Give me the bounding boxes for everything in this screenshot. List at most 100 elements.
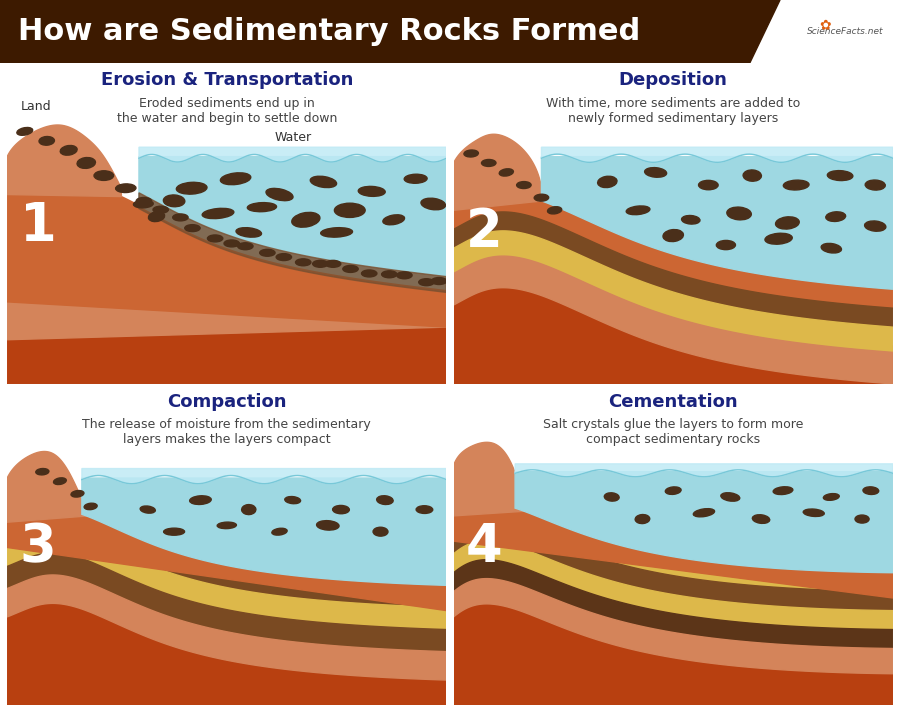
Ellipse shape — [382, 215, 404, 225]
Text: Salt crystals glue the layers to form more
compact sedimentary rocks: Salt crystals glue the layers to form mo… — [543, 418, 804, 446]
Polygon shape — [139, 193, 446, 292]
Ellipse shape — [721, 493, 740, 501]
Ellipse shape — [236, 228, 262, 237]
Ellipse shape — [207, 235, 223, 242]
Ellipse shape — [517, 181, 531, 188]
Text: 1: 1 — [20, 200, 57, 252]
Ellipse shape — [665, 487, 681, 494]
Ellipse shape — [743, 170, 761, 181]
Ellipse shape — [382, 271, 397, 278]
Polygon shape — [454, 522, 893, 611]
Ellipse shape — [326, 260, 341, 267]
Ellipse shape — [865, 221, 886, 231]
Ellipse shape — [698, 181, 718, 190]
Ellipse shape — [153, 206, 168, 213]
Text: Eroded sediments end up in
the water and begin to settle down: Eroded sediments end up in the water and… — [117, 97, 337, 124]
Polygon shape — [454, 579, 893, 674]
Ellipse shape — [358, 186, 385, 196]
Ellipse shape — [272, 528, 287, 535]
Polygon shape — [82, 478, 446, 585]
Ellipse shape — [136, 198, 151, 205]
Ellipse shape — [644, 168, 667, 177]
Ellipse shape — [94, 171, 113, 181]
Text: Compaction: Compaction — [167, 392, 286, 411]
Text: Cementation: Cementation — [608, 392, 738, 411]
Polygon shape — [7, 668, 446, 705]
Ellipse shape — [377, 496, 393, 505]
Ellipse shape — [115, 184, 136, 193]
Ellipse shape — [71, 491, 84, 497]
Ellipse shape — [140, 506, 156, 513]
Polygon shape — [4, 125, 122, 196]
Ellipse shape — [464, 150, 479, 157]
Polygon shape — [454, 256, 893, 384]
Polygon shape — [7, 178, 446, 327]
Ellipse shape — [863, 487, 878, 494]
Ellipse shape — [773, 487, 793, 495]
Ellipse shape — [148, 212, 165, 222]
Ellipse shape — [500, 169, 513, 176]
Ellipse shape — [320, 228, 353, 237]
Polygon shape — [454, 604, 893, 705]
Polygon shape — [542, 147, 893, 162]
Ellipse shape — [374, 528, 388, 536]
Ellipse shape — [173, 214, 188, 221]
Ellipse shape — [224, 240, 239, 247]
Ellipse shape — [827, 171, 853, 181]
Polygon shape — [7, 283, 446, 340]
Ellipse shape — [343, 265, 358, 272]
Ellipse shape — [824, 493, 839, 501]
Ellipse shape — [312, 260, 328, 267]
Polygon shape — [7, 575, 446, 680]
Ellipse shape — [418, 279, 434, 286]
Ellipse shape — [693, 508, 715, 517]
Ellipse shape — [133, 200, 153, 208]
Ellipse shape — [431, 277, 446, 284]
Ellipse shape — [598, 176, 617, 188]
Ellipse shape — [276, 254, 292, 260]
Ellipse shape — [190, 496, 212, 505]
Polygon shape — [454, 503, 893, 598]
Ellipse shape — [260, 250, 275, 256]
Polygon shape — [0, 0, 780, 63]
Polygon shape — [7, 508, 446, 611]
Polygon shape — [454, 503, 893, 592]
Ellipse shape — [416, 506, 433, 513]
Ellipse shape — [681, 215, 700, 224]
Polygon shape — [515, 464, 893, 477]
Ellipse shape — [217, 522, 237, 529]
Ellipse shape — [604, 493, 619, 501]
Ellipse shape — [716, 240, 735, 250]
Ellipse shape — [635, 515, 650, 523]
Ellipse shape — [164, 195, 184, 207]
Polygon shape — [139, 156, 446, 289]
Ellipse shape — [220, 173, 251, 185]
Ellipse shape — [310, 176, 337, 188]
Ellipse shape — [865, 180, 886, 190]
Polygon shape — [139, 147, 446, 162]
Polygon shape — [7, 604, 446, 705]
Polygon shape — [7, 553, 446, 652]
Polygon shape — [454, 560, 893, 648]
Ellipse shape — [77, 158, 95, 169]
Ellipse shape — [333, 506, 349, 514]
Ellipse shape — [284, 496, 301, 503]
Ellipse shape — [39, 137, 54, 145]
Ellipse shape — [60, 146, 77, 155]
Ellipse shape — [36, 469, 49, 475]
Polygon shape — [451, 442, 524, 516]
Ellipse shape — [335, 203, 365, 218]
Ellipse shape — [482, 159, 496, 166]
Text: The release of moisture from the sedimentary
layers makes the layers compact: The release of moisture from the sedimen… — [83, 418, 371, 446]
Polygon shape — [542, 156, 893, 289]
Ellipse shape — [317, 520, 339, 530]
Polygon shape — [454, 212, 893, 327]
Ellipse shape — [752, 515, 770, 523]
Text: Water: Water — [274, 131, 311, 144]
Text: ScienceFacts.net: ScienceFacts.net — [806, 27, 883, 36]
Ellipse shape — [821, 243, 842, 253]
Ellipse shape — [53, 478, 67, 484]
Ellipse shape — [547, 207, 562, 214]
Ellipse shape — [164, 528, 184, 535]
Ellipse shape — [404, 174, 428, 183]
